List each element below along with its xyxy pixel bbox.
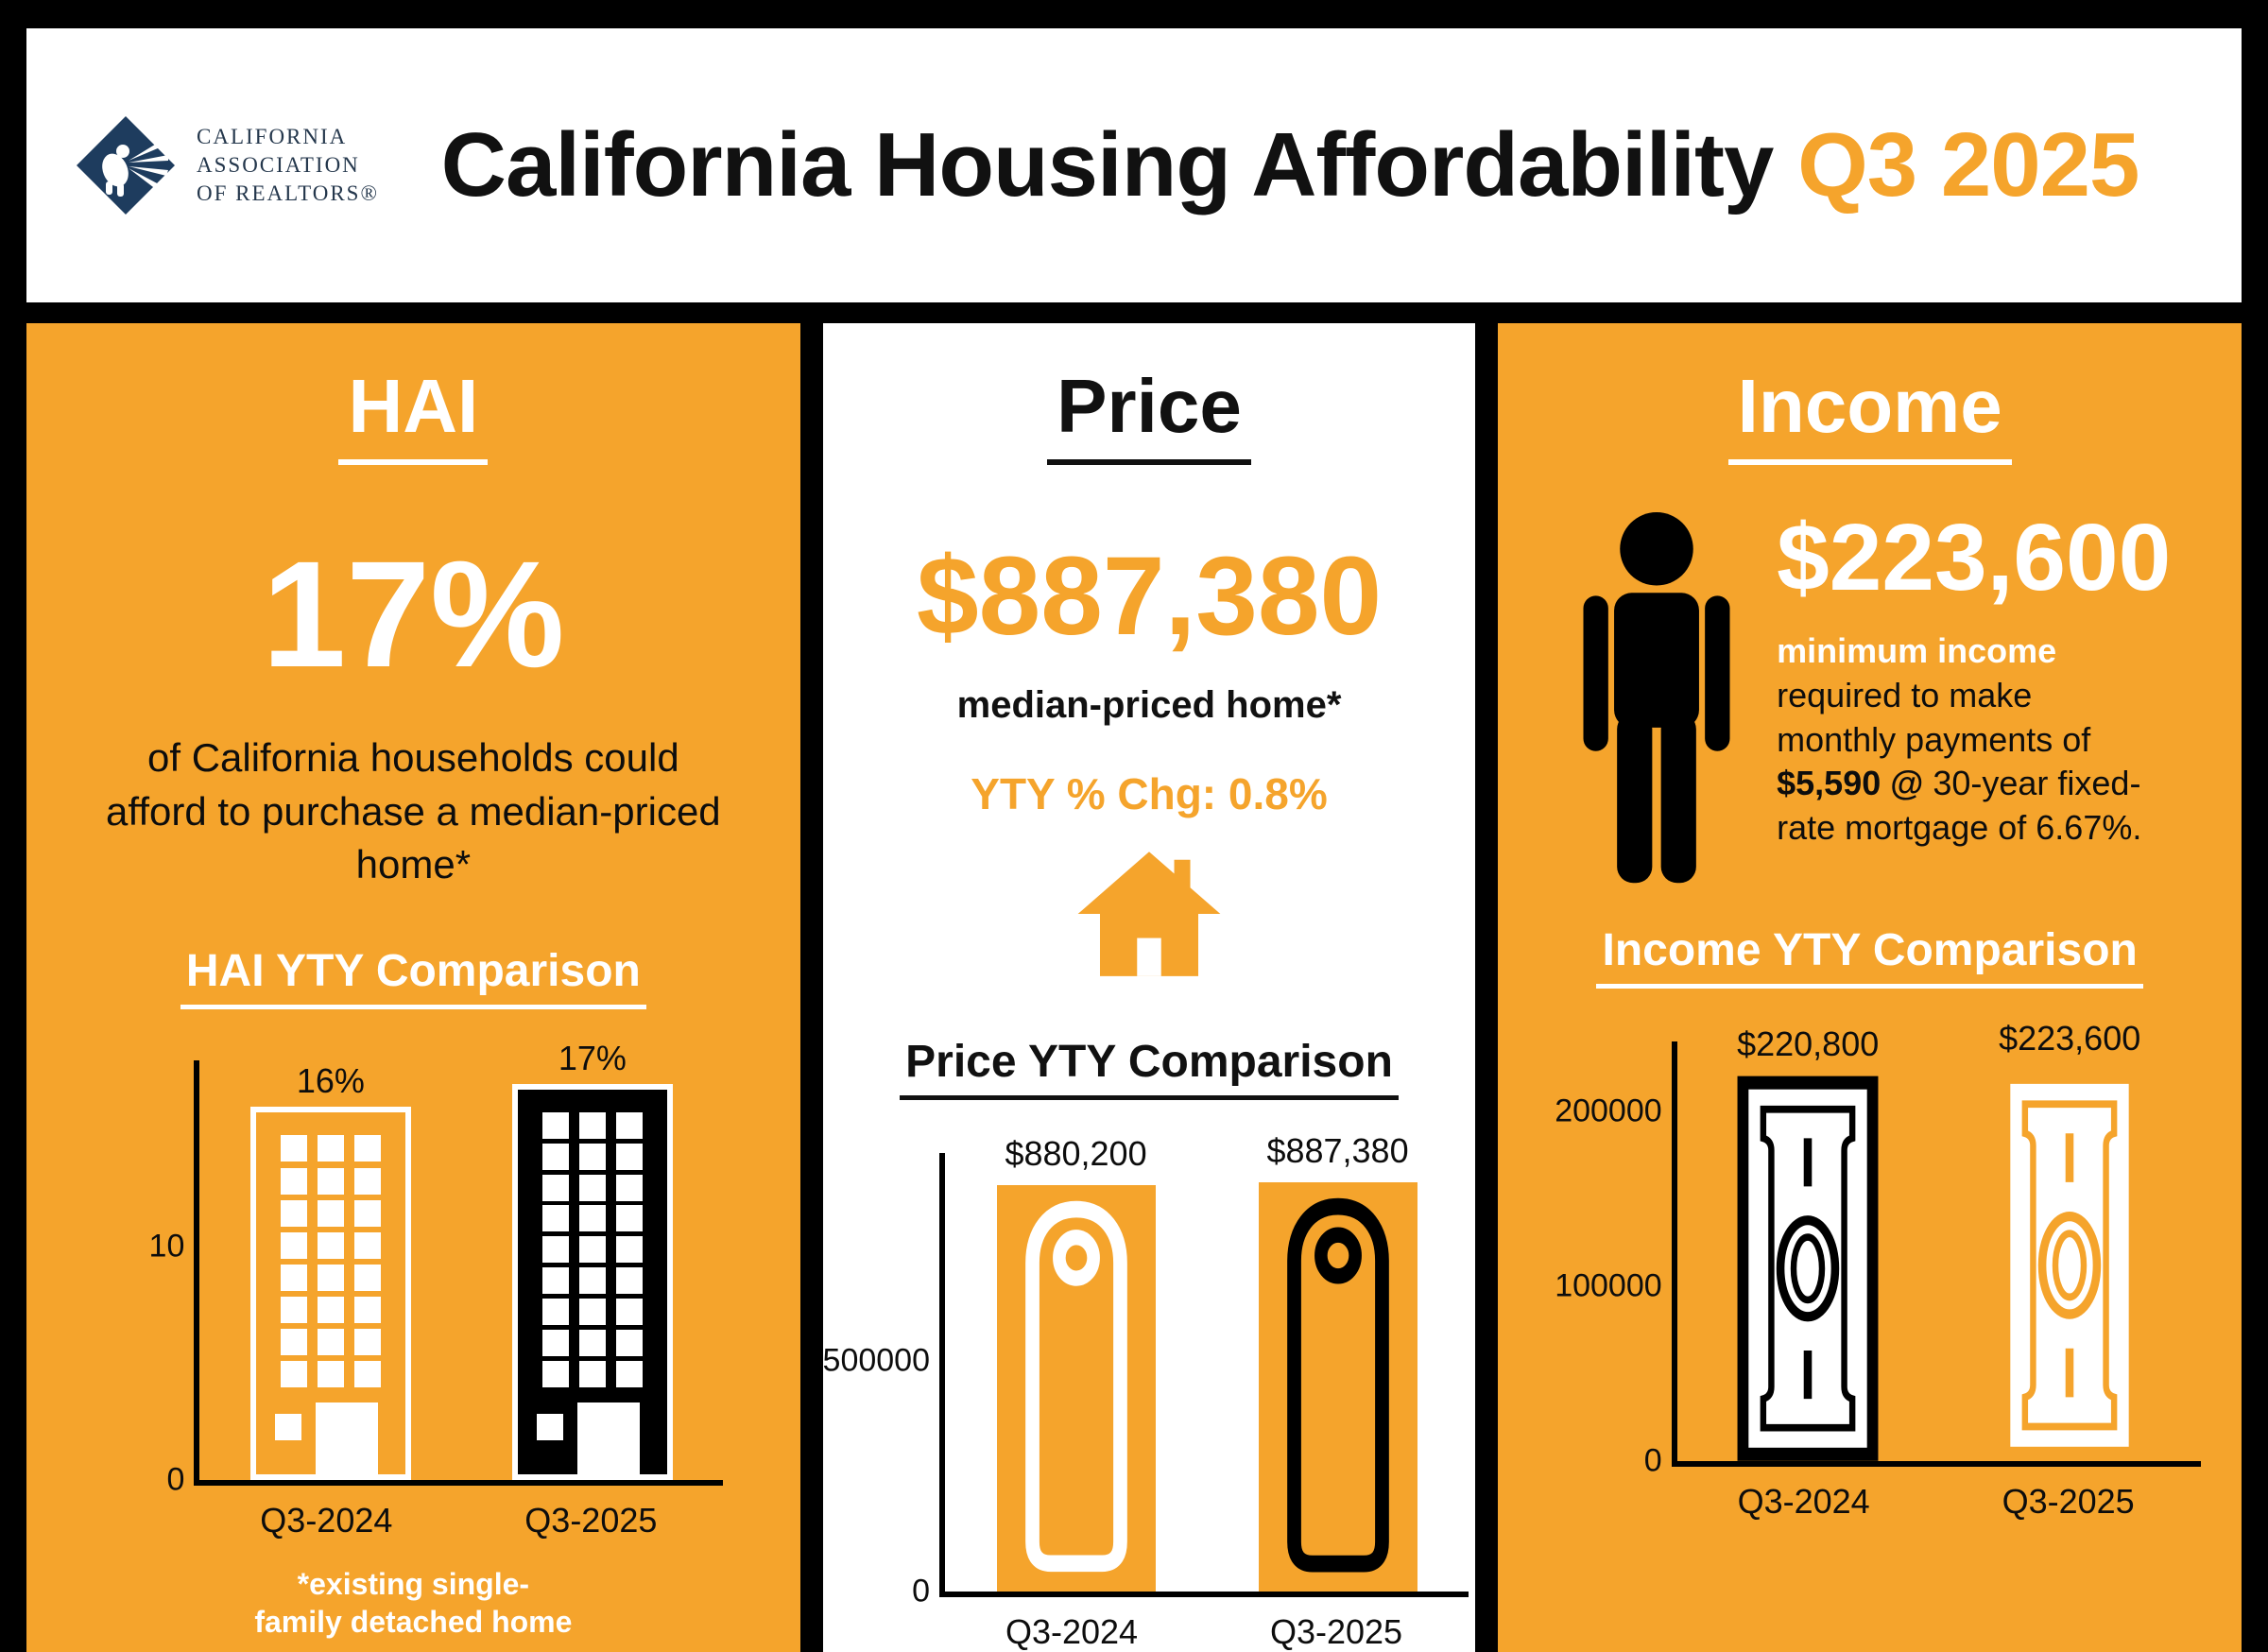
price-bar-value-2025: $887,380 <box>1266 1130 1409 1170</box>
income-bar-value-2025: $223,600 <box>1999 1019 2141 1058</box>
panel-income: Income $223,600 minimum income re <box>1498 323 2242 1652</box>
price-heading: Price <box>1047 363 1251 465</box>
hai-value: 17% <box>262 529 565 698</box>
price-tag-icon-2024: $880,200 <box>996 1134 1156 1592</box>
hai-ytick-0: 0 <box>166 1461 185 1498</box>
income-summary-row: $223,600 minimum income required to make … <box>1498 510 2242 892</box>
logo-text: CALIFORNIA ASSOCIATION OF REALTORS® <box>197 123 379 208</box>
income-ytick-200000: 200000 <box>1555 1093 1662 1129</box>
hai-bar-slot-2024: 16% <box>199 1060 461 1481</box>
logo-line1: CALIFORNIA <box>197 125 348 149</box>
income-summary: $223,600 minimum income required to make … <box>1777 510 2171 851</box>
income-desc-seg2: required to make monthly payments of <box>1777 675 2091 759</box>
hai-bar-value-2025: 17% <box>558 1038 627 1077</box>
price-yty-change: YTY % Chg: 0.8% <box>971 769 1328 818</box>
price-xlabel-2024: Q3-2024 <box>1005 1612 1139 1651</box>
income-chart: Income YTY Comparison 0 100000 200000 $2… <box>1539 924 2201 1522</box>
income-bar-slot-2025: $223,600 <box>1939 1019 2201 1461</box>
building-window <box>274 1414 301 1441</box>
building-windows <box>537 1111 648 1387</box>
price-bar-slot-2024: $880,200 <box>945 1134 1207 1592</box>
building-door <box>316 1402 379 1475</box>
price-tag-icon-2025: $887,380 <box>1258 1131 1418 1592</box>
hai-xlabel-2025: Q3-2025 <box>524 1501 658 1540</box>
hai-ytick-10: 10 <box>148 1228 185 1265</box>
building-window <box>536 1414 563 1441</box>
price-plot-area: 0 500000 $880,200 $887,38 <box>823 1131 1469 1609</box>
title-quarter: Q3 2025 <box>1797 114 2139 215</box>
hai-footnote-line2: family detached home <box>254 1605 573 1640</box>
dollar-bill-icon-2025: $223,600 <box>1999 1019 2140 1461</box>
hai-description: of California households could afford to… <box>106 735 721 887</box>
logo-line3: OF REALTORS® <box>197 181 379 205</box>
infographic-canvas: CALIFORNIA ASSOCIATION OF REALTORS® Cali… <box>26 28 2242 1652</box>
price-ytick-500000: 500000 <box>822 1342 931 1379</box>
hai-chart-title: HAI YTY Comparison <box>180 945 646 1010</box>
dollar-bill-icon-2024: $220,800 <box>1737 1024 1879 1461</box>
building-icon-2025: 17% <box>511 1039 673 1481</box>
price-subtitle: median-priced home* <box>956 684 1342 726</box>
price-xlabel-2025: Q3-2025 <box>1269 1612 1403 1651</box>
person-icon <box>1583 512 1730 884</box>
page-title: California Housing Affordability Q3 2025 <box>386 113 2194 217</box>
panel-price: Price $887,380 median-priced home* YTY %… <box>822 323 1476 1652</box>
income-chart-title: Income YTY Comparison <box>1596 924 2143 989</box>
price-value: $887,380 <box>916 534 1383 659</box>
income-desc-seg1: minimum income <box>1777 631 2057 670</box>
hai-xlabel-2024: Q3-2024 <box>260 1501 393 1540</box>
panel-hai: HAI 17% of California households could a… <box>26 323 800 1652</box>
price-x-labels: Q3-2024 Q3-2025 <box>939 1612 1469 1652</box>
hai-x-labels: Q3-2024 Q3-2025 <box>194 1501 723 1540</box>
logo-diamond-icon <box>77 116 175 215</box>
hai-bar-slot-2025: 17% <box>461 1039 723 1481</box>
income-bar-slot-2024: $220,800 <box>1677 1024 1939 1461</box>
income-desc-seg4: 30-year fixed-rate mortgage of 6.67%. <box>1777 764 2142 848</box>
price-bar-value-2024: $880,200 <box>1005 1134 1147 1174</box>
income-xlabel-2025: Q3-2025 <box>2002 1482 2135 1521</box>
logo-line2: ASSOCIATION <box>197 153 360 178</box>
house-icon <box>1074 848 1225 983</box>
building-icon-2024: 16% <box>249 1061 411 1481</box>
price-ytick-0: 0 <box>912 1573 931 1609</box>
hai-chart: HAI YTY Comparison 0 10 16% <box>103 945 724 1540</box>
hai-heading: HAI <box>338 363 489 465</box>
building-windows <box>275 1135 387 1388</box>
income-plot-area: 0 100000 200000 $220,800 <box>1555 1019 2201 1479</box>
income-ytick-100000: 100000 <box>1555 1267 1662 1304</box>
income-value: $223,600 <box>1777 505 2172 611</box>
header: CALIFORNIA ASSOCIATION OF REALTORS® Cali… <box>26 28 2242 302</box>
price-chart-title: Price YTY Comparison <box>900 1036 1399 1100</box>
income-xlabel-2024: Q3-2024 <box>1737 1482 1870 1521</box>
income-x-labels: Q3-2024 Q3-2025 <box>1672 1482 2201 1522</box>
hai-footnote: *existing single- family detached home <box>254 1565 572 1641</box>
income-heading: Income <box>1727 363 2012 465</box>
income-desc-seg3: $5,590 @ <box>1777 764 1924 803</box>
car-logo: CALIFORNIA ASSOCIATION OF REALTORS® <box>74 113 386 217</box>
hai-bar-value-2024: 16% <box>296 1061 365 1101</box>
price-bar-slot-2025: $887,380 <box>1207 1131 1469 1592</box>
income-ytick-0: 0 <box>1643 1442 1662 1479</box>
hai-plot-area: 0 10 16% 17% <box>149 1039 724 1498</box>
price-chart: Price YTY Comparison 0 500000 $880,200 <box>823 1036 1469 1652</box>
income-bar-value-2024: $220,800 <box>1737 1024 1880 1063</box>
hai-footnote-line1: *existing single- <box>297 1567 530 1602</box>
page-title-text: California Housing Affordability <box>440 114 1775 215</box>
panels-row: HAI 17% of California households could a… <box>26 323 2242 1652</box>
building-door <box>577 1402 641 1475</box>
income-description: minimum income required to make monthly p… <box>1777 629 2155 851</box>
